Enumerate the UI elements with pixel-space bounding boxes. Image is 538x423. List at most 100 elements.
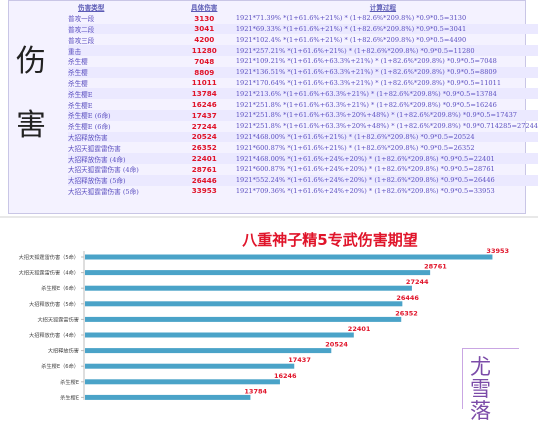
row-formula: 1921*257.21% *(1+61.6%+21%) * (1+82.6%*2… — [227, 45, 538, 56]
watermark-char-3: 落 — [470, 399, 491, 423]
bar-value-label: 22401 — [348, 325, 371, 333]
row-damage: 16246 — [191, 100, 217, 110]
table-row: 杀生樱E (6命) 27244 1921*251.8% *(1+61.6%+63.3… — [68, 121, 538, 132]
bar-value-label: 13784 — [244, 387, 267, 395]
row-name: 杀生樱E — [68, 88, 181, 100]
table-row: 大招释放伤害 (4命) 22401 1921*468.00% *(1+61.6%+2… — [68, 153, 538, 164]
row-formula: 1921*709.36% *(1+61.6%+24%+20%) * (1+82.… — [235, 186, 495, 195]
bar-value-label: 33953 — [486, 247, 509, 255]
header-damage-value: 具体伤害 — [191, 4, 218, 13]
row-name: 杀生樱E (6命) — [68, 109, 181, 121]
side-label-char-2: 害 — [16, 108, 46, 143]
row-damage: 26446 — [180, 174, 228, 186]
row-name: 大招释放伤害 — [68, 131, 181, 143]
table-row: 杀生樱E 13784 1921*213.6% *(1+61.6%+63.3%+21%… — [68, 88, 538, 100]
category-label: 大招天狐霆雷伤害（5命） — [19, 253, 79, 261]
row-formula: 1921*213.6% *(1+61.6%+63.3%+21%) * (1+82… — [227, 88, 538, 100]
section-divider — [0, 216, 538, 218]
category-label: 大招天狐霆雷伤害（4命） — [19, 269, 79, 277]
row-damage: 20524 — [180, 131, 228, 143]
table-row: 大招天狐霆雷伤害 (5命) 33953 1921*709.36% *(1+61.6%… — [68, 186, 538, 197]
table-row: 普攻一段 3130 1921*71.39% *(1+61.6%+21%) * (1+… — [68, 13, 538, 24]
bar-value-label: 26446 — [396, 294, 419, 302]
row-damage: 33953 — [191, 186, 217, 196]
row-name: 杀生樱 — [68, 58, 88, 67]
category-label: 大招释放伤害（4命） — [29, 331, 79, 339]
row-name: 大招释放伤害 (4命) — [68, 153, 181, 164]
table-row: 重击 11280 1921*257.21% *(1+61.6%+21%) * (1+… — [68, 45, 538, 56]
row-damage: 3130 — [194, 13, 215, 23]
category-label: 杀生樱E — [60, 378, 79, 386]
row-formula: 1921*600.87% *(1+61.6%+21%) * (1+82.6%*2… — [235, 143, 475, 152]
row-name: 大招天狐霆雷伤害 (4命) — [68, 166, 139, 175]
watermark-char-2: 雪 — [470, 377, 491, 401]
row-name: 普攻二段 — [68, 23, 181, 35]
row-formula: 1921*468.00% *(1+61.6%+24%+20%) * (1+82.… — [227, 153, 538, 164]
row-damage: 17437 — [180, 109, 228, 121]
bar — [85, 254, 493, 260]
category-label: 大招释放伤害（5命） — [29, 300, 79, 308]
row-damage: 26352 — [191, 143, 217, 153]
row-name: 普攻三段 — [68, 36, 95, 45]
row-formula: 1921*71.39% *(1+61.6%+21%) * (1+82.6%*20… — [235, 14, 467, 23]
chart-title: 八重神子精5专武伤害期望 — [241, 231, 417, 249]
row-formula: 1921*69.33% *(1+61.6%+21%) * (1+82.6%*20… — [227, 23, 538, 35]
row-damage: 27244 — [191, 121, 217, 131]
row-damage: 11280 — [180, 45, 228, 56]
bar-value-label: 17437 — [288, 356, 311, 364]
row-name: 大招天狐霆雷伤害 — [68, 144, 121, 153]
bar — [85, 332, 354, 338]
bar-value-label: 28761 — [424, 263, 447, 271]
category-label: 杀生樱E（6命） — [41, 362, 79, 370]
table-row: 大招天狐霆雷伤害 26352 1921*600.87% *(1+61.6%+21%)… — [68, 142, 538, 153]
table-row: 普攻三段 4200 1921*102.4% *(1+61.6%+21%) * (1+… — [68, 34, 538, 45]
category-label: 杀生樱E — [60, 393, 79, 400]
table-row: 大招释放伤害 (5命) 26446 1921*552.24% *(1+61.6%+2… — [68, 174, 538, 186]
row-formula: 1921*468.00% *(1+61.6%+21%) * (1+82.6%*2… — [227, 131, 538, 143]
row-formula: 1921*109.21% *(1+61.6%+63.3%+21%) * (1+8… — [235, 57, 497, 66]
category-label: 大招释放伤害 — [48, 347, 79, 355]
bar — [85, 348, 332, 354]
bar — [85, 394, 251, 400]
table-row: 杀生樱E 16246 1921*251.8% *(1+61.6%+63.3%+21%… — [68, 99, 538, 110]
table-header-row: 伤害类型 具体伤害 计算过程 — [68, 2, 538, 13]
bar-value-label: 26352 — [395, 309, 418, 317]
bar — [85, 363, 295, 369]
bar — [85, 301, 403, 307]
bar-value-label: 20524 — [325, 341, 348, 349]
category-label: 杀生樱E（6命） — [41, 284, 79, 292]
table-row: 杀生樱 11011 1921*170.64% *(1+61.6%+63.3%+21%… — [68, 78, 538, 89]
row-name: 杀生樱E (6命) — [68, 123, 111, 132]
table-row: 大招释放伤害 20524 1921*468.00% *(1+61.6%+21%) *… — [68, 131, 538, 143]
row-formula: 1921*251.8% *(1+61.6%+63.3%+20%+48%) * (… — [227, 109, 538, 121]
row-formula: 1921*251.8% *(1+61.6%+63.3%+21%) * (1+82… — [235, 100, 497, 109]
row-damage: 8809 — [180, 66, 228, 78]
row-name: 杀生樱 — [68, 66, 181, 78]
row-formula: 1921*600.87% *(1+61.6%+24%+20%) * (1+82.… — [235, 165, 495, 174]
watermark-frame — [462, 348, 519, 409]
bar — [85, 270, 431, 276]
table-row: 杀生樱E (6命) 17437 1921*251.8% *(1+61.6%+63.3… — [68, 109, 538, 121]
row-name: 重击 — [68, 45, 181, 56]
table-row: 大招天狐霆雷伤害 (4命) 28761 1921*600.87% *(1+61.6%… — [68, 164, 538, 175]
row-damage: 3041 — [180, 23, 228, 35]
row-formula: 1921*552.24% *(1+61.6%+24%+20%) * (1+82.… — [227, 174, 538, 186]
bar — [85, 316, 402, 322]
table-row: 普攻二段 3041 1921*69.33% *(1+61.6%+21%) * (1+… — [68, 23, 538, 35]
bar — [85, 285, 412, 291]
side-label-char-1: 伤 — [16, 44, 46, 79]
watermark: 尤 雪 落 — [470, 356, 504, 422]
row-damage: 7048 — [194, 56, 215, 66]
row-formula: 1921*170.64% *(1+61.6%+63.3%+21%) * (1+8… — [235, 78, 502, 87]
side-label: 伤 害 — [10, 0, 48, 214]
header-damage-type: 伤害类型 — [78, 4, 105, 13]
row-damage: 13784 — [180, 88, 228, 100]
category-label: 大招天狐霆雷伤害 — [37, 315, 79, 323]
row-damage: 28761 — [191, 164, 217, 174]
watermark-char-1: 尤 — [470, 355, 491, 379]
header-formula: 计算过程 — [369, 4, 397, 13]
row-damage: 4200 — [194, 35, 215, 45]
table-row: 杀生樱 7048 1921*109.21% *(1+61.6%+63.3%+21%)… — [68, 56, 538, 67]
row-formula: 1921*136.51% *(1+61.6%+63.3%+21%) * (1+8… — [227, 66, 538, 78]
